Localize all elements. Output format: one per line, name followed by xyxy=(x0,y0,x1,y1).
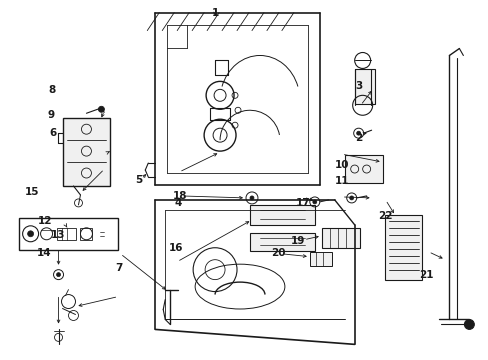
Text: 4: 4 xyxy=(174,198,182,208)
Bar xyxy=(81,228,92,240)
Text: 9: 9 xyxy=(48,110,55,120)
Bar xyxy=(309,252,331,266)
Text: 22: 22 xyxy=(378,211,392,221)
Circle shape xyxy=(98,106,104,112)
Text: 17: 17 xyxy=(295,198,309,208)
Bar xyxy=(354,69,374,104)
Text: 10: 10 xyxy=(334,160,348,170)
Circle shape xyxy=(349,196,353,200)
Text: 2: 2 xyxy=(354,133,362,143)
Text: 3: 3 xyxy=(354,81,362,91)
Circle shape xyxy=(464,319,473,329)
Text: 14: 14 xyxy=(37,248,52,258)
Text: 8: 8 xyxy=(48,85,55,95)
Bar xyxy=(57,228,76,240)
Bar xyxy=(321,228,359,248)
Text: 16: 16 xyxy=(168,243,183,253)
Text: 12: 12 xyxy=(37,216,52,226)
Circle shape xyxy=(57,273,61,276)
Text: 1: 1 xyxy=(211,8,218,18)
Circle shape xyxy=(356,131,360,135)
Text: 21: 21 xyxy=(418,270,433,280)
Bar xyxy=(62,118,110,186)
Circle shape xyxy=(249,196,253,200)
Text: 11: 11 xyxy=(334,176,348,186)
Bar xyxy=(249,233,314,251)
Text: 18: 18 xyxy=(173,191,187,201)
Circle shape xyxy=(312,200,316,204)
Text: 5: 5 xyxy=(135,175,142,185)
Text: 20: 20 xyxy=(270,248,285,258)
Bar xyxy=(384,215,422,280)
Bar xyxy=(19,218,118,250)
Text: 13: 13 xyxy=(51,230,66,240)
Text: 15: 15 xyxy=(24,187,39,197)
Bar xyxy=(249,205,314,225)
Text: 7: 7 xyxy=(116,263,123,273)
Circle shape xyxy=(27,231,34,237)
Text: 19: 19 xyxy=(290,236,305,246)
Text: 6: 6 xyxy=(49,128,56,138)
Bar xyxy=(344,155,382,183)
